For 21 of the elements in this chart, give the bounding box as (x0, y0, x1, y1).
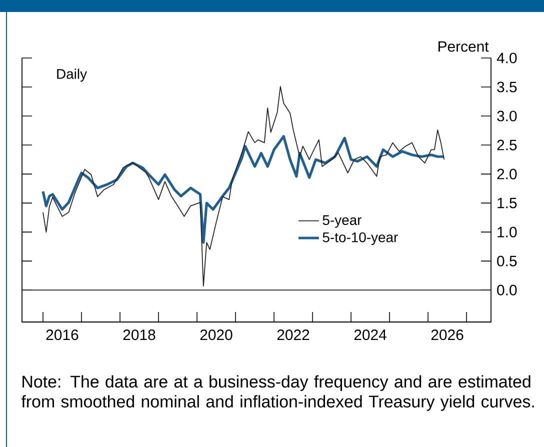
x-tick-label: 2018 (123, 330, 156, 340)
text: Note: The data are at a business-day frequency and are estimated from smoothed nominal and inflation-indexed Treasury yield curves. (21, 375, 534, 411)
y-tick-label: 0.5 (497, 256, 517, 266)
y-tick-label: 1.0 (498, 226, 517, 238)
y-tick-label: 3.0 (497, 110, 517, 122)
y-tick-label: 4.0 (496, 52, 517, 64)
annotation: Daily (57, 68, 87, 82)
y-tick-label: 1.5 (498, 198, 517, 208)
line-series (42, 86, 445, 286)
y-tick-label: 2.0 (497, 168, 517, 180)
x-tick-label: 2024 (354, 330, 386, 340)
y-axis-title: Percent (438, 41, 489, 52)
x-tick-label: 2016 (46, 330, 78, 340)
x-tick-label: 2020 (200, 330, 232, 340)
x-tick-label: 2026 (431, 330, 464, 340)
x-tick-label: 2022 (277, 330, 310, 340)
y-tick-label: 2.5 (497, 140, 517, 150)
legend-label: 5-year (322, 215, 362, 228)
y-tick-label: 3.5 (497, 82, 517, 92)
legend-label: 5-to-10-year (322, 232, 398, 246)
y-tick-label: 0.0 (497, 284, 517, 296)
